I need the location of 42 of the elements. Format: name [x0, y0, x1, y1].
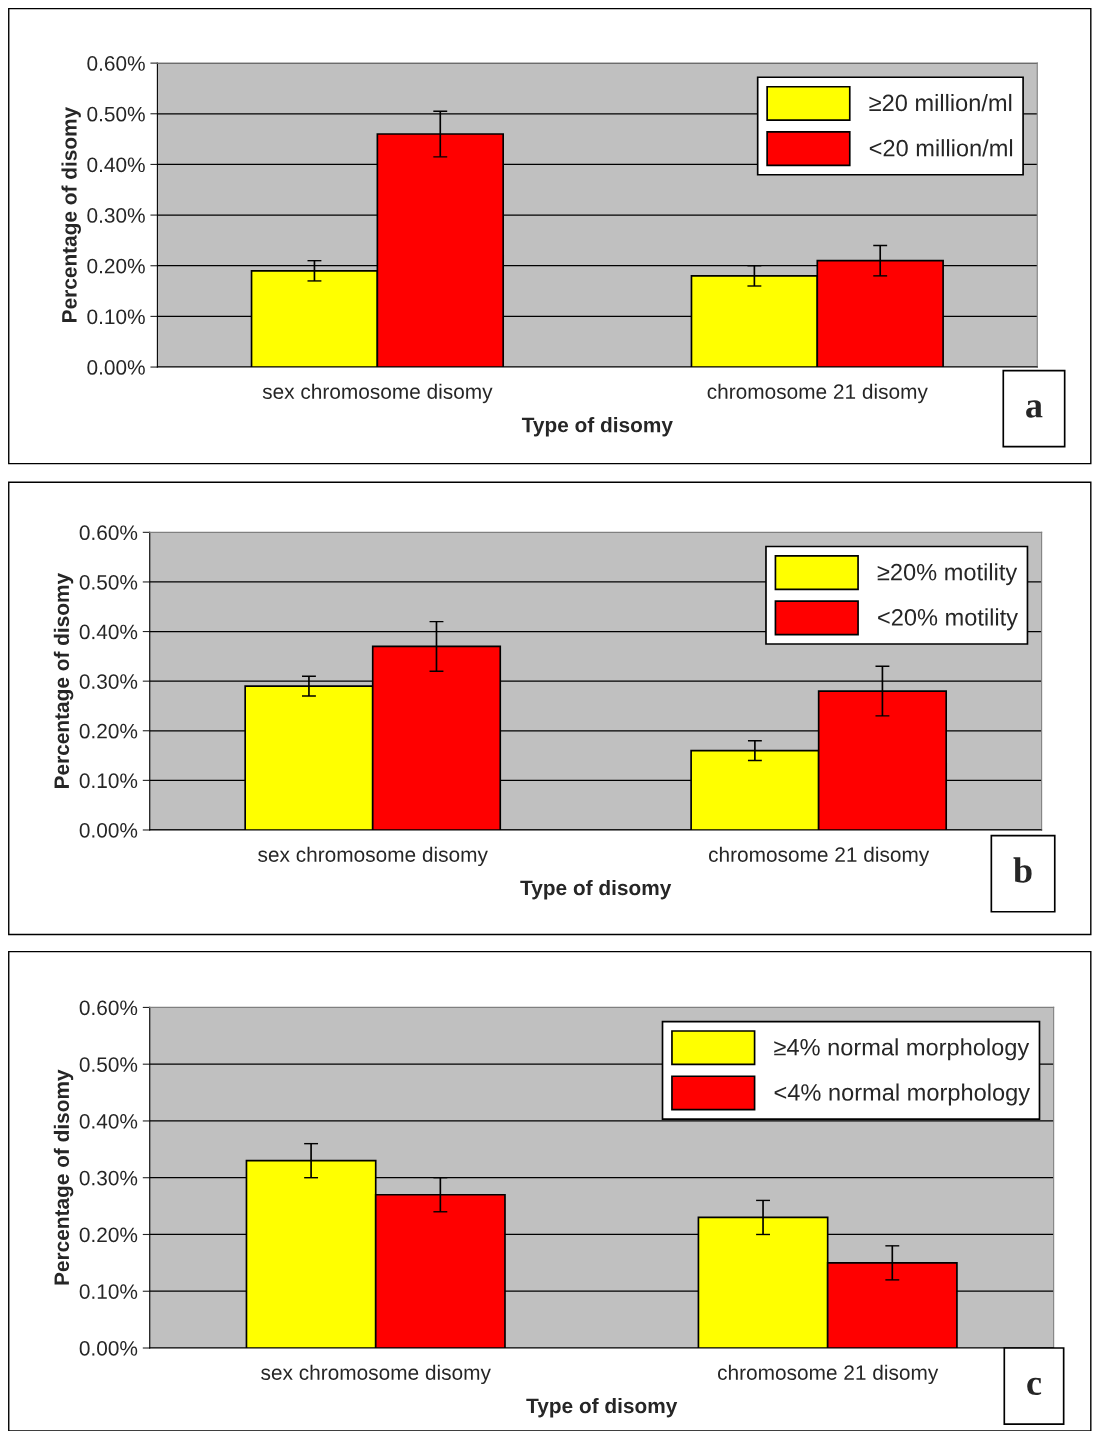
y-tick-label: 0.50% — [79, 1057, 138, 1072]
y-tick-label: 0.00% — [87, 360, 145, 375]
y-tick-label: 0.30% — [87, 208, 145, 223]
legend-label: ≥4% normal morphology — [774, 1038, 1030, 1061]
x-tick-label: chromosome 21 disomy — [707, 383, 928, 404]
x-tick-label: sex chromosome disomy — [258, 846, 488, 867]
x-axis-title: Type of disomy — [526, 1397, 678, 1418]
y-tick-label: 0.30% — [79, 1170, 138, 1186]
legend-label: <20 million/ml — [869, 139, 1013, 157]
legend-label: ≥20 million/ml — [869, 93, 1012, 112]
text: b — [1013, 857, 1032, 883]
text: c — [1027, 1377, 1042, 1396]
y-tick-label: 0.60% — [79, 525, 138, 541]
y-tick-label: 0.10% — [87, 309, 145, 325]
legend-label: ≥20% motility — [877, 563, 1018, 586]
x-axis-title: Type of disomy — [520, 879, 672, 900]
y-tick-label: 0.60% — [87, 56, 145, 71]
y-axis-title: Percentage of disomy — [53, 1069, 74, 1285]
y-tick-label: 0.50% — [87, 106, 145, 122]
y-tick-label: 0.00% — [79, 1341, 138, 1356]
x-tick-label: chromosome 21 disomy — [708, 846, 930, 867]
y-tick-label: 0.30% — [79, 674, 138, 689]
legend-label: <4% normal morphology — [774, 1083, 1031, 1106]
legend-label: <20% motility — [878, 608, 1018, 631]
y-tick-label: 0.20% — [79, 723, 138, 739]
y-tick-label: 0.40% — [87, 157, 145, 173]
x-tick-label: chromosome 21 disomy — [717, 1364, 939, 1385]
y-axis-title: Percentage of disomy — [53, 573, 74, 789]
y-tick-label: 0.60% — [79, 1000, 138, 1016]
y-tick-label: 0.40% — [79, 1113, 138, 1129]
y-tick-label: 0.10% — [79, 1284, 138, 1299]
y-tick-label: 0.20% — [87, 258, 145, 274]
y-tick-label: 0.40% — [79, 624, 138, 640]
x-tick-label: sex chromosome disomy — [261, 1364, 491, 1385]
y-tick-label: 0.00% — [79, 822, 138, 838]
y-tick-label: 0.20% — [79, 1227, 138, 1243]
y-tick-label: 0.10% — [79, 773, 138, 789]
x-tick-label: sex chromosome disomy — [262, 383, 493, 404]
text: a — [1026, 400, 1043, 418]
y-axis-title: Percentage of disomy — [61, 106, 81, 322]
y-tick-label: 0.50% — [79, 574, 138, 590]
x-axis-title: Type of disomy — [521, 417, 673, 437]
